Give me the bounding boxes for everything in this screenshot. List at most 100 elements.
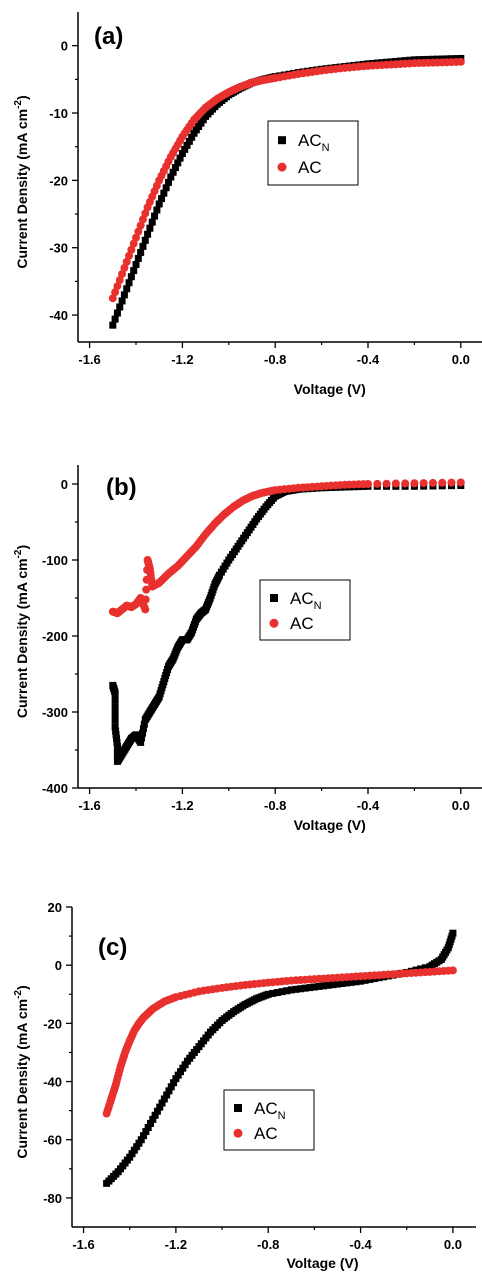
data-point: [269, 989, 277, 997]
series-ac: [102, 966, 457, 1118]
legend-label: AC: [298, 158, 322, 177]
data-point: [448, 966, 457, 975]
legend-marker: [269, 618, 279, 628]
legend-label: ACN: [298, 131, 330, 154]
data-point: [148, 218, 156, 226]
legend-marker: [278, 136, 286, 145]
panel-label: (a): [94, 23, 123, 50]
x-tick-label: -1.6: [78, 352, 100, 367]
data-point: [149, 1115, 157, 1123]
data-point: [160, 1095, 168, 1103]
y-tick-label: -10: [49, 106, 68, 121]
data-point: [410, 479, 419, 488]
x-tick-label: -1.6: [72, 1237, 94, 1252]
data-point: [171, 164, 179, 172]
data-point: [132, 233, 140, 242]
x-tick-label: 0.0: [452, 352, 470, 367]
data-point: [181, 145, 189, 153]
data-point: [352, 978, 360, 986]
data-point: [142, 1128, 150, 1136]
data-point: [111, 315, 119, 323]
data-point: [146, 1119, 154, 1127]
x-tick-label: -0.8: [257, 1237, 279, 1252]
data-point: [138, 734, 146, 742]
data-point: [130, 267, 138, 275]
data-point: [112, 731, 120, 739]
data-point: [158, 1099, 166, 1107]
data-point: [324, 981, 332, 989]
y-tick-label: 0: [55, 958, 62, 973]
legend-label: ACN: [254, 1099, 286, 1122]
data-point: [456, 57, 465, 66]
legend-marker: [234, 1104, 242, 1112]
data-point: [164, 178, 172, 186]
y-tick-label: 0: [61, 39, 68, 54]
data-point: [132, 261, 140, 269]
x-axis-title: Voltage (V): [294, 381, 366, 397]
y-tick-label: -200: [42, 629, 68, 644]
data-point: [306, 984, 314, 992]
data-point: [140, 1132, 148, 1140]
data-point: [111, 696, 119, 704]
data-point: [125, 279, 133, 287]
data-point: [141, 595, 150, 604]
data-point: [456, 478, 465, 487]
data-point: [428, 478, 437, 487]
data-point: [315, 982, 323, 990]
data-point: [125, 251, 134, 260]
data-point: [419, 479, 428, 488]
legend-label: AC: [254, 1124, 278, 1143]
data-point: [146, 224, 154, 232]
data-point: [156, 1103, 164, 1111]
data-point: [297, 985, 305, 993]
x-tick-label: -1.2: [165, 1237, 187, 1252]
data-point: [174, 159, 182, 167]
x-tick-label: -0.4: [357, 352, 380, 367]
data-point: [113, 282, 122, 291]
data-point: [111, 689, 119, 697]
legend: ACN AC: [267, 120, 359, 186]
x-tick-label: -1.6: [78, 798, 100, 813]
data-point: [160, 189, 168, 197]
panel-label: (b): [106, 474, 137, 501]
data-point: [301, 984, 309, 992]
data-point: [140, 720, 148, 728]
data-point: [137, 738, 145, 746]
data-point: [176, 154, 184, 162]
data-point: [151, 1111, 159, 1119]
data-point: [113, 738, 121, 746]
data-point: [185, 137, 193, 145]
data-point: [153, 1107, 161, 1115]
data-point: [361, 976, 369, 984]
data-point: [123, 285, 131, 293]
data-point: [167, 1083, 175, 1091]
series-ac: [108, 478, 465, 618]
y-tick-label: 0: [61, 477, 68, 492]
y-axis-title: Current Density (mA cm-2): [13, 95, 30, 268]
data-point: [273, 989, 281, 997]
data-point: [141, 236, 149, 244]
data-point: [137, 1136, 145, 1144]
y-tick-label: -400: [42, 781, 68, 796]
data-point: [115, 276, 124, 285]
data-point: [373, 479, 382, 488]
data-point: [141, 605, 150, 614]
data-point: [118, 297, 126, 305]
chart-panel-3: -1.6 -1.2 -0.8 -0.4 0.0 20 0 -20 -40 -60 -80 Voltag…: [13, 900, 476, 1271]
legend-box: [267, 120, 359, 186]
data-point: [329, 981, 337, 989]
y-axis-title: Current Density (mA cm-2): [13, 985, 30, 1158]
data-point: [122, 257, 131, 266]
x-axis-title: Voltage (V): [294, 817, 366, 833]
data-point: [338, 980, 346, 988]
data-point: [139, 725, 147, 733]
x-tick-label: -0.8: [264, 798, 286, 813]
y-tick-label: -40: [49, 308, 68, 323]
y-tick-label: 20: [48, 900, 62, 915]
data-point: [333, 980, 341, 988]
data-point: [118, 269, 127, 278]
x-axis-title: Voltage (V): [286, 1255, 358, 1271]
data-point: [320, 982, 328, 990]
legend-label: AC: [290, 614, 314, 633]
legend: ACN AC: [223, 1089, 315, 1151]
